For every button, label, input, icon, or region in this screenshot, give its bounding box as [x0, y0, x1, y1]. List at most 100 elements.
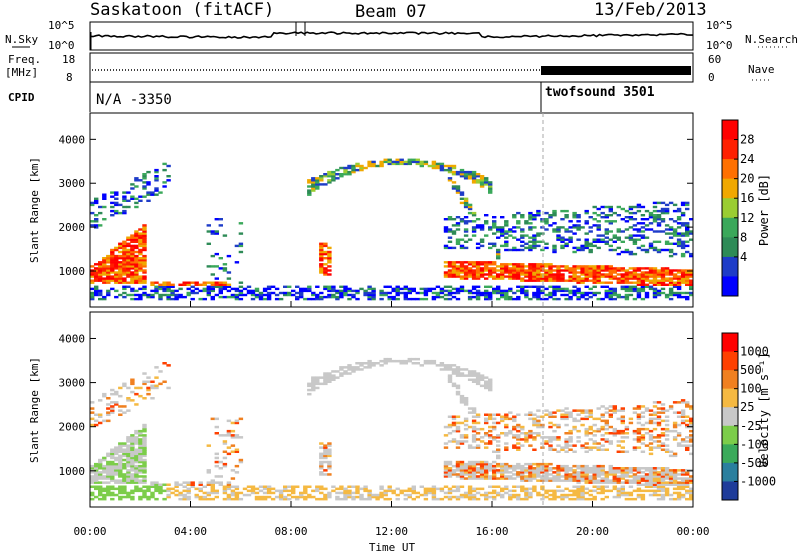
- data-cell: [431, 162, 437, 166]
- data-cell: [528, 493, 533, 497]
- data-cell: [560, 409, 565, 412]
- data-cell: [652, 417, 658, 421]
- data-cell: [636, 432, 642, 435]
- data-cell: [524, 462, 529, 466]
- data-cell: [492, 473, 497, 476]
- data-cell: [222, 450, 228, 453]
- data-cell: [182, 493, 187, 497]
- data-cell: [435, 295, 441, 299]
- data-cell: [636, 295, 642, 299]
- data-cell: [315, 185, 320, 188]
- data-cell: [355, 368, 360, 371]
- data-cell: [660, 211, 666, 215]
- data-cell: [122, 273, 127, 276]
- data-cell: [266, 291, 272, 295]
- data-cell: [475, 246, 481, 250]
- data-cell: [672, 252, 678, 256]
- data-cell: [323, 242, 328, 245]
- data-cell: [130, 240, 135, 243]
- data-cell: [592, 446, 597, 449]
- data-cell: [134, 236, 139, 239]
- data-cell: [451, 273, 457, 276]
- freq-panel: Freq. [MHz] 18 8 60 0 Nave: [5, 52, 775, 84]
- data-cell: [484, 267, 489, 270]
- data-cell: [142, 493, 147, 497]
- data-cell: [459, 460, 465, 464]
- data-cell: [660, 475, 666, 478]
- data-cell: [475, 242, 481, 245]
- data-cell: [411, 485, 416, 488]
- data-cell: [556, 226, 561, 229]
- data-cell: [122, 261, 127, 264]
- data-cell: [556, 277, 561, 280]
- data-cell: [299, 291, 304, 295]
- data-cell: [459, 193, 465, 196]
- data-cell: [138, 293, 143, 297]
- data-cell: [652, 273, 658, 276]
- data-cell: [664, 207, 670, 211]
- data-cell: [307, 191, 312, 194]
- data-cell: [596, 281, 601, 284]
- data-cell: [311, 297, 316, 301]
- data-cell: [102, 265, 107, 268]
- data-cell: [359, 287, 364, 291]
- data-cell: [600, 419, 605, 423]
- data-cell: [379, 162, 384, 166]
- data-cell: [572, 293, 577, 297]
- data-cell: [98, 497, 103, 501]
- data-cell: [580, 493, 585, 497]
- data-cell: [596, 446, 601, 449]
- data-cell: [451, 415, 457, 418]
- data-cell: [471, 269, 477, 272]
- data-cell: [520, 263, 525, 266]
- data-cell: [492, 421, 497, 425]
- data-cell: [471, 372, 477, 375]
- data-cell: [540, 469, 545, 472]
- data-cell: [106, 464, 111, 468]
- data-cell: [447, 467, 453, 470]
- data-cell: [110, 267, 115, 270]
- data-cell: [347, 366, 352, 369]
- data-cell: [106, 411, 111, 414]
- data-cell: [114, 295, 119, 299]
- data-cell: [319, 456, 324, 460]
- data-cell: [126, 471, 131, 474]
- data-cell: [644, 475, 650, 478]
- data-cell: [672, 497, 678, 501]
- data-cell: [479, 293, 485, 297]
- data-cell: [604, 471, 609, 474]
- data-cell: [689, 477, 694, 480]
- data-cell: [455, 224, 461, 227]
- data-cell: [516, 263, 521, 266]
- data-cell: [648, 413, 654, 416]
- data-cell: [612, 479, 617, 482]
- data-cell: [238, 281, 244, 284]
- data-cell: [520, 244, 525, 248]
- data-cell: [459, 218, 465, 221]
- data-cell: [130, 378, 135, 381]
- data-cell: [327, 372, 332, 375]
- data-cell: [676, 497, 682, 501]
- data-cell: [479, 473, 485, 476]
- data-cell: [576, 495, 581, 499]
- data-cell: [552, 471, 557, 474]
- data-cell: [504, 263, 509, 266]
- data-cell: [632, 240, 638, 243]
- data-cell: [102, 467, 107, 470]
- data-cell: [488, 271, 493, 274]
- data-cell: [347, 173, 352, 176]
- data-cell: [226, 487, 232, 491]
- data-cell: [652, 246, 658, 250]
- data-cell: [496, 491, 501, 495]
- data-cell: [620, 269, 625, 272]
- data-cell: [656, 434, 662, 437]
- data-cell: [664, 211, 670, 215]
- power-data: [90, 158, 694, 301]
- data-cell: [572, 269, 577, 272]
- data-cell: [323, 173, 328, 176]
- data-cell: [640, 477, 646, 480]
- data-cell: [202, 289, 207, 293]
- data-cell: [676, 293, 682, 297]
- data-cell: [98, 471, 103, 474]
- data-cell: [198, 289, 203, 293]
